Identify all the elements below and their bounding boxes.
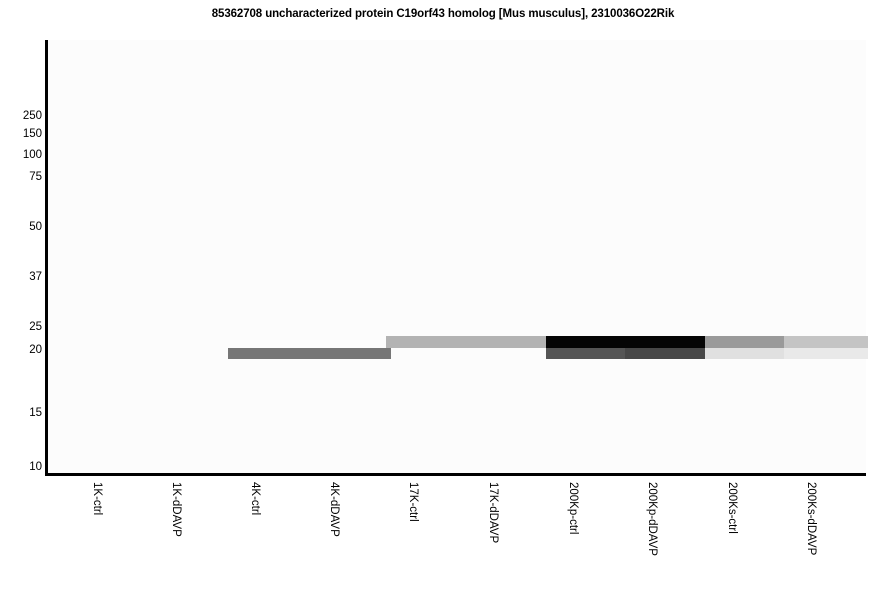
gel-band xyxy=(307,348,391,359)
x-axis-tick-label: 4K-dDAVP xyxy=(327,482,341,592)
x-axis-tick-label: 1K-dDAVP xyxy=(169,482,183,592)
x-axis-tick-label-text: 17K-dDAVP xyxy=(487,482,499,544)
y-axis-line xyxy=(45,40,48,476)
x-axis-tick-label: 200Ks-dDAVP xyxy=(804,482,818,592)
gel-band xyxy=(466,336,550,348)
gel-band xyxy=(546,348,630,359)
y-axis-tick-label: 37 xyxy=(29,271,42,283)
x-axis-tick-label-text: 200Ks-ctrl xyxy=(726,482,738,534)
gel-band xyxy=(784,336,868,348)
y-axis-tick-label: 25 xyxy=(29,321,42,333)
gel-band xyxy=(625,336,709,348)
y-axis-tick-label: 50 xyxy=(29,221,42,233)
x-axis-tick-label: 17K-dDAVP xyxy=(486,482,500,592)
page-title: 85362708 uncharacterized protein C19orf4… xyxy=(211,8,675,20)
x-axis-tick-label: 200Ks-ctrl xyxy=(725,482,739,592)
y-axis-tick-label: 150 xyxy=(22,128,42,140)
gel-band xyxy=(705,348,789,359)
gel-lane xyxy=(228,40,312,475)
x-axis-tick-label-text: 1K-dDAVP xyxy=(170,482,182,537)
gel-lane xyxy=(466,40,550,475)
x-axis-tick-label: 200Kp-ctrl xyxy=(566,482,580,592)
gel-lane xyxy=(307,40,391,475)
x-axis-tick-label: 17K-ctrl xyxy=(406,482,420,592)
y-axis-tick-label: 100 xyxy=(22,149,42,161)
gel-band xyxy=(784,348,868,359)
gel-band xyxy=(625,348,709,359)
gel-lane xyxy=(705,40,789,475)
x-axis-tick-label-text: 4K-ctrl xyxy=(249,482,261,516)
gel-band xyxy=(546,336,630,348)
gel-band xyxy=(228,348,312,359)
x-axis-tick-label-text: 17K-ctrl xyxy=(407,482,419,522)
plot-area xyxy=(48,40,866,475)
x-axis-tick-label-text: 1K-ctrl xyxy=(91,482,103,516)
y-axis-tick-label: 250 xyxy=(22,110,42,122)
gel-band xyxy=(386,336,470,348)
x-axis-tick-label-text: 4K-dDAVP xyxy=(328,482,340,537)
x-axis-tick-label: 1K-ctrl xyxy=(90,482,104,592)
gel-lane xyxy=(784,40,868,475)
x-axis-tick-label: 4K-ctrl xyxy=(248,482,262,592)
gel-lane xyxy=(625,40,709,475)
x-axis-tick-label-text: 200Ks-dDAVP xyxy=(805,482,817,556)
x-axis-tick-label-text: 200Kp-ctrl xyxy=(567,482,579,535)
y-axis-tick-label: 20 xyxy=(29,344,42,356)
gel-lane xyxy=(386,40,470,475)
x-axis-tick-label-text: 200Kp-dDAVP xyxy=(646,482,658,556)
y-axis-tick-label: 15 xyxy=(29,407,42,419)
x-axis-tick-label: 200Kp-dDAVP xyxy=(645,482,659,592)
y-axis-tick-labels: 250 150 100 75 50 37 25 20 15 10 xyxy=(0,0,45,595)
gel-lane xyxy=(546,40,630,475)
y-axis-tick-label: 10 xyxy=(29,461,42,473)
x-axis-line xyxy=(45,473,866,476)
y-axis-tick-label: 75 xyxy=(29,171,42,183)
gel-lane xyxy=(90,40,174,475)
gel-band xyxy=(705,336,789,348)
